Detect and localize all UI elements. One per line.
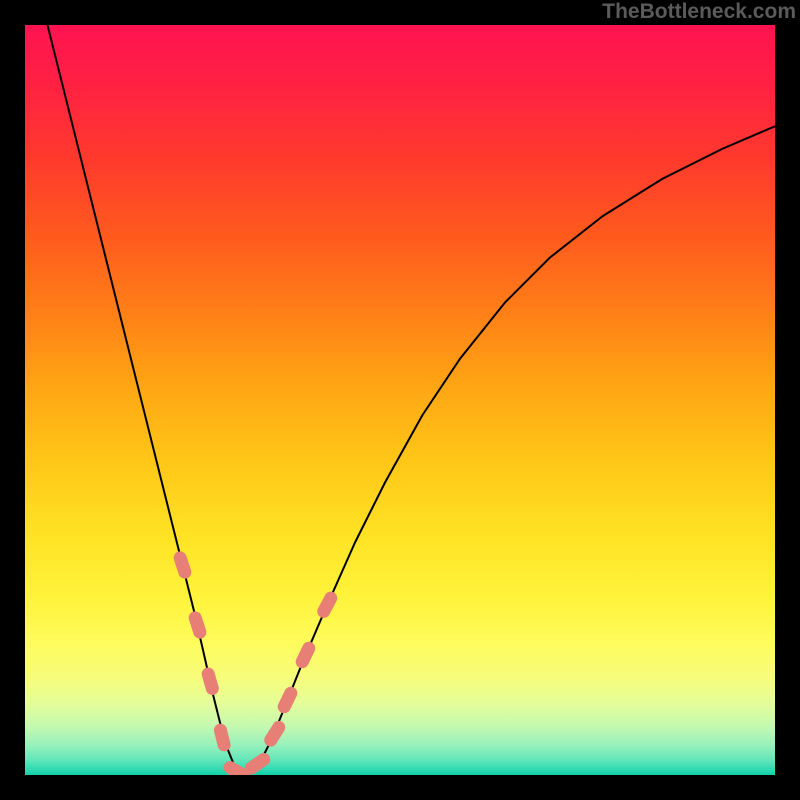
watermark-text: TheBottleneck.com: [602, 0, 796, 24]
plot-area: [25, 25, 775, 775]
chart-svg: [25, 25, 775, 775]
chart-canvas: TheBottleneck.com: [0, 0, 800, 800]
gradient-background: [25, 25, 775, 775]
